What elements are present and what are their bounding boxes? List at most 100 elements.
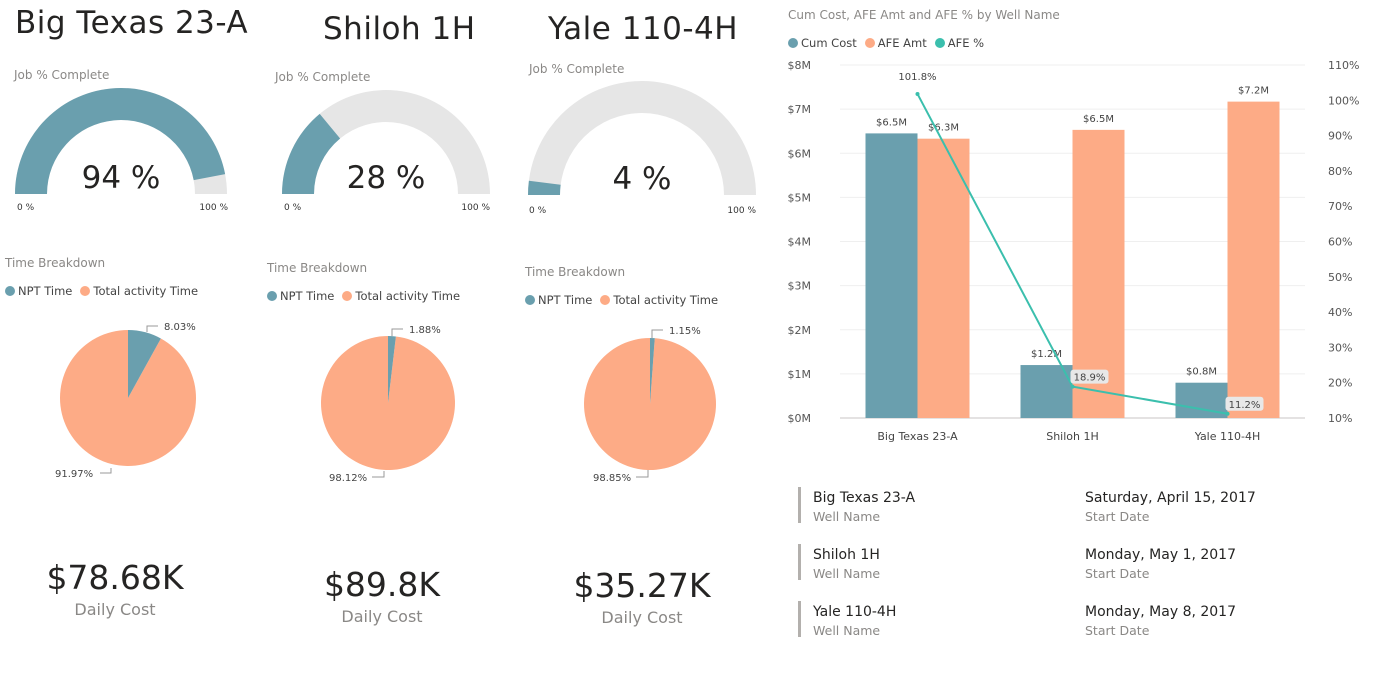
legend-total[interactable]: Total activity Time (80, 284, 198, 298)
time-breakdown-pie[interactable]: 1.15% 98.85% (562, 316, 762, 496)
well-name-label: Well Name (813, 509, 881, 524)
total-leader-line (100, 468, 112, 474)
gauge-label: Job % Complete (275, 70, 371, 84)
x-tick-label: Big Texas 23-A (877, 430, 958, 443)
job-complete-gauge[interactable]: 94 % 0 % 100 % (10, 80, 240, 220)
gauge-value: 4 % (612, 161, 671, 197)
daily-cost-value: $35.27K (573, 566, 711, 605)
daily-cost-label: Daily Cost (74, 600, 156, 619)
bar-label-afe-amt: $6.3M (928, 123, 959, 134)
well-card-row: Yale 110-4H Well Name Monday, May 8, 201… (798, 601, 1358, 638)
time-breakdown-label: Time Breakdown (525, 265, 626, 279)
y-right-tick: 70% (1328, 200, 1352, 213)
gauge-value: 94 % (82, 160, 161, 196)
legend-npt-swatch (5, 286, 15, 296)
y-right-tick: 40% (1328, 306, 1352, 319)
gauge-label: Job % Complete (14, 68, 110, 82)
pie-slice-npt (650, 338, 655, 404)
afe-pct-label: 11.2% (1229, 400, 1261, 411)
npt-pct-label: 8.03% (164, 322, 196, 333)
gauge-min: 0 % (529, 206, 547, 216)
job-complete-gauge[interactable]: 28 % 0 % 100 % (276, 80, 506, 220)
total-pct-label: 98.12% (329, 473, 367, 484)
well-card-row: Shiloh 1H Well Name Monday, May 1, 2017 … (798, 544, 1358, 581)
y-left-tick: $8M (788, 59, 812, 72)
start-date-value: Monday, May 8, 2017 (1085, 604, 1236, 620)
time-legend: NPT Time Total activity Time (5, 284, 206, 298)
y-right-tick: 20% (1328, 377, 1352, 390)
cum-cost-afe-chart[interactable]: $0M $1M $2M $3M $4M $5M $6M $7M $8M 10% 20% 30% 40% 5… (780, 55, 1380, 455)
time-breakdown-label: Time Breakdown (267, 261, 368, 275)
x-tick-label: Shiloh 1H (1046, 430, 1099, 443)
gauge-max: 100 % (727, 206, 756, 216)
chart-title: Cum Cost, AFE Amt and AFE % by Well Name (788, 8, 1060, 22)
time-breakdown-pie[interactable]: 1.88% 98.12% (300, 314, 500, 494)
legend-cum-cost-swatch (788, 38, 798, 48)
y-left-tick: $3M (788, 280, 812, 293)
bar-label-cum-cost: $0.8M (1186, 367, 1217, 378)
x-tick-label: Yale 110-4H (1194, 430, 1261, 443)
legend-afe-pct-swatch (934, 38, 945, 48)
legend-afe-amt[interactable]: AFE Amt (864, 36, 927, 50)
legend-npt-label: NPT Time (538, 293, 593, 307)
gauge-fill (15, 87, 226, 194)
card-accent-bar (798, 487, 801, 523)
well-name-value: Yale 110-4H (813, 604, 897, 620)
gauge-value: 28 % (347, 160, 426, 196)
y-right-tick: 100% (1328, 94, 1359, 107)
legend-npt-label: NPT Time (18, 284, 73, 298)
y-left-tick: $4M (788, 236, 812, 249)
legend-total-swatch (80, 286, 91, 296)
bar-label-cum-cost: $1.2M (1031, 349, 1062, 360)
afe-pct-point (1225, 411, 1230, 416)
legend-npt-swatch (525, 295, 535, 305)
legend-npt[interactable]: NPT Time (5, 284, 72, 298)
legend-afe-amt-swatch (864, 38, 875, 48)
legend-cum-cost-label: Cum Cost (801, 36, 857, 50)
well-name-label: Well Name (813, 566, 881, 581)
legend-total-swatch (600, 295, 611, 305)
legend-total-label: Total activity Time (355, 289, 461, 303)
legend-npt[interactable]: NPT Time (267, 289, 334, 303)
time-legend: NPT Time Total activity Time (525, 293, 726, 307)
afe-pct-label: 101.8% (898, 72, 936, 83)
legend-total[interactable]: Total activity Time (600, 293, 718, 307)
chart-legend: Cum Cost AFE Amt AFE % (788, 36, 992, 50)
start-date-label: Start Date (1085, 566, 1150, 581)
bar-cum-cost (865, 133, 918, 419)
well-name-value: Shiloh 1H (813, 547, 880, 563)
y-right-tick: 10% (1328, 412, 1352, 425)
legend-cum-cost[interactable]: Cum Cost (788, 36, 857, 50)
legend-total-label: Total activity Time (93, 284, 199, 298)
start-date-value: Saturday, April 15, 2017 (1085, 490, 1256, 506)
total-leader-line (372, 471, 385, 478)
bar-label-afe-amt: $7.2M (1238, 86, 1269, 97)
legend-afe-pct[interactable]: AFE % (934, 36, 984, 50)
start-date-value: Monday, May 1, 2017 (1085, 547, 1236, 563)
y-right-tick: 50% (1328, 271, 1352, 284)
time-breakdown-label: Time Breakdown (5, 256, 106, 270)
time-breakdown-pie[interactable]: 8.03% 91.97% (40, 310, 240, 490)
daily-cost-label: Daily Cost (341, 607, 423, 626)
y-left-tick: $5M (788, 191, 812, 204)
job-complete-gauge[interactable]: 4 % 0 % 100 % (524, 80, 764, 220)
legend-afe-amt-label: AFE Amt (877, 36, 927, 50)
npt-leader-line (146, 325, 158, 332)
legend-npt[interactable]: NPT Time (525, 293, 592, 307)
y-right-tick: 80% (1328, 165, 1352, 178)
legend-total[interactable]: Total activity Time (342, 289, 460, 303)
legend-total-swatch (342, 291, 353, 301)
y-left-tick: $6M (788, 147, 812, 160)
y-right-tick: 90% (1328, 130, 1352, 143)
npt-pct-label: 1.88% (409, 325, 441, 336)
y-right-tick: 60% (1328, 236, 1352, 249)
bar-afe-amt (917, 138, 970, 418)
bar-label-afe-amt: $6.5M (1083, 114, 1114, 125)
bar-cum-cost (1020, 365, 1073, 418)
afe-pct-label-bg (1070, 369, 1109, 384)
legend-total-label: Total activity Time (613, 293, 719, 307)
afe-pct-label-bg (1225, 396, 1264, 411)
daily-cost-value: $78.68K (46, 558, 184, 597)
total-pct-label: 91.97% (55, 469, 93, 480)
well-title-shiloh: Shiloh 1H (323, 11, 476, 47)
